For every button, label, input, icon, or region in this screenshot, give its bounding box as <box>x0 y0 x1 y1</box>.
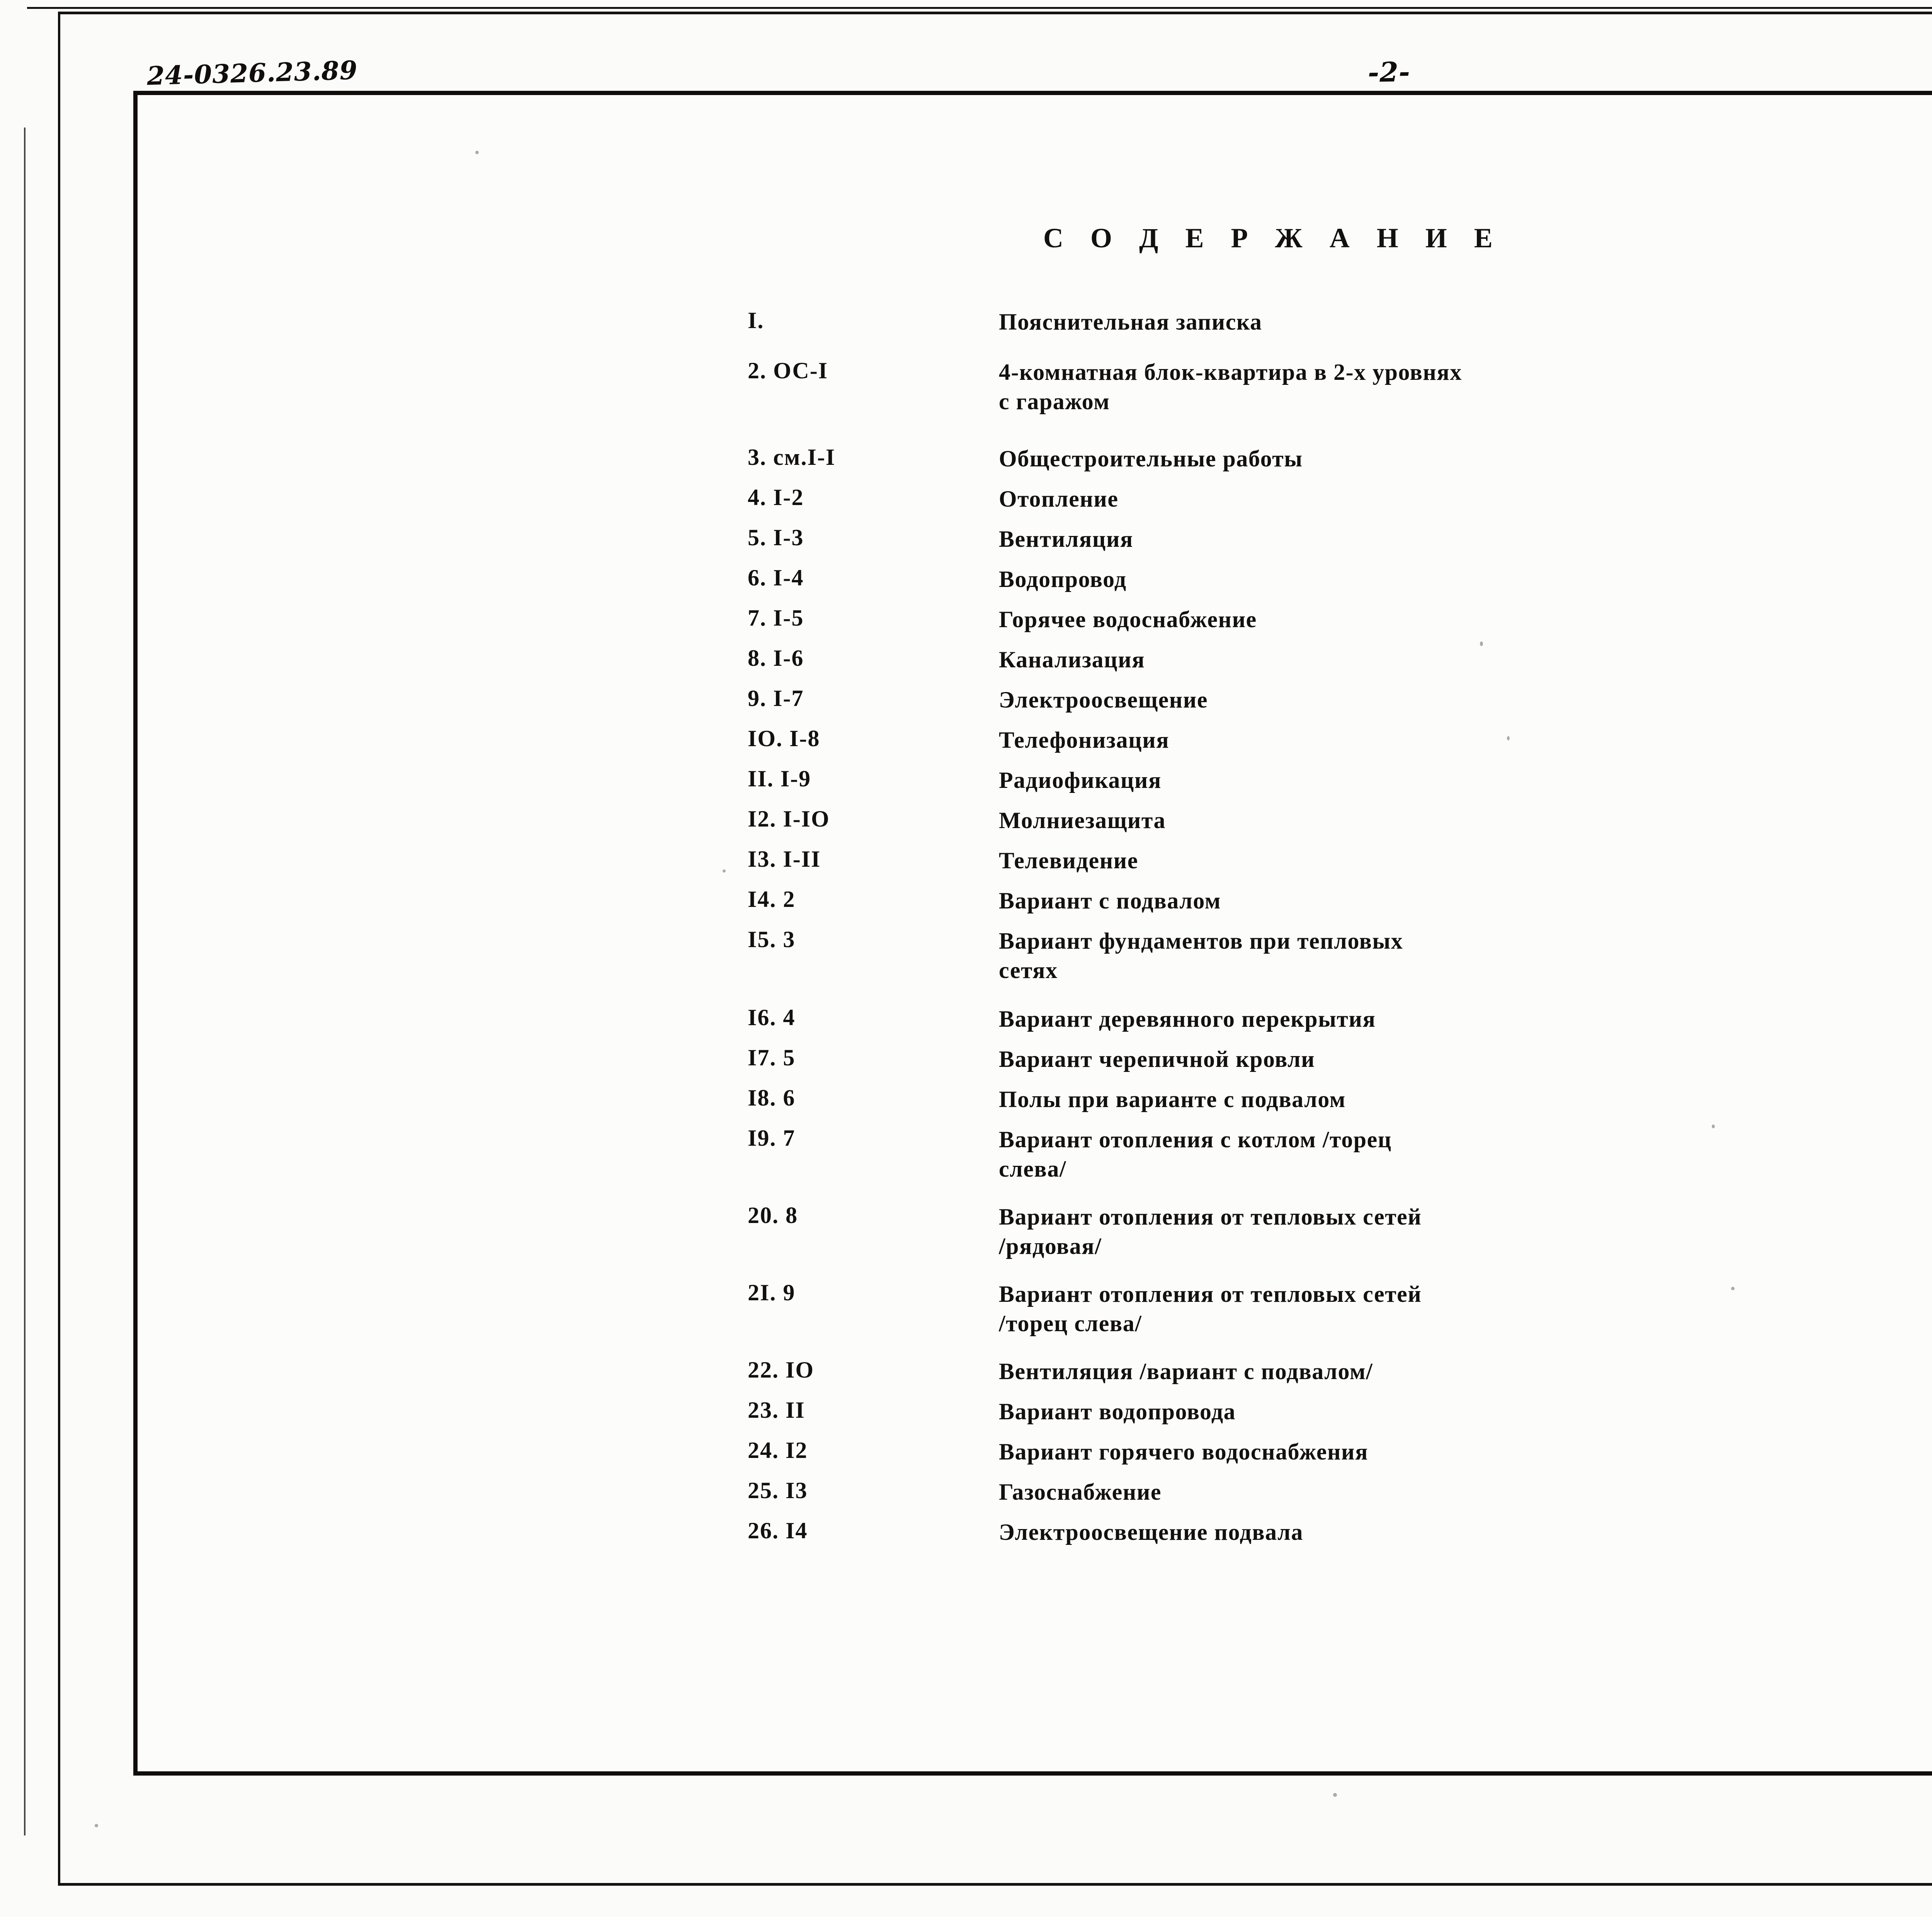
toc-item-number: I. <box>748 308 764 333</box>
toc-item-number: 3. см.I-I <box>748 444 836 470</box>
table-row: 9. I-7Электроосвещение44 <box>748 685 1932 725</box>
page-number-marker: -2- <box>1367 56 1411 88</box>
table-of-contents: I.Пояснительная записка32. ОС-I4-комнатн… <box>748 307 1932 1558</box>
toc-item-title: Вариант черепичной кровли <box>999 1046 1315 1072</box>
toc-item-number: 23. II <box>748 1397 805 1423</box>
table-row: 4. I-2Отопление29 <box>748 484 1932 524</box>
table-row: I3. I-IIТелевидение57 <box>748 846 1932 886</box>
toc-item-number: I3. I-II <box>748 846 821 872</box>
table-row: 6. I-4Водопровод35 <box>748 565 1932 605</box>
toc-item-number: 26. I4 <box>748 1518 808 1543</box>
toc-item-title: Вентиляция /вариант с подвалом/ <box>999 1359 1373 1384</box>
binding-edge-rule <box>24 128 26 1835</box>
toc-item-number: 9. I-7 <box>748 685 804 711</box>
toc-item-number: I9. 7 <box>748 1125 796 1151</box>
toc-item-title: Горячее водоснабжение <box>999 607 1257 632</box>
toc-item-number: 2. ОС-I <box>748 358 828 383</box>
toc-item-title: Вариант отопления от тепловых сетей /ряд… <box>999 1204 1422 1259</box>
scan-speck <box>1731 1287 1735 1290</box>
drawing-frame <box>133 91 1932 1776</box>
table-row: IO. I-8Телефонизация50 <box>748 725 1932 765</box>
toc-item-number: 6. I-4 <box>748 565 804 590</box>
toc-item-title: Отопление <box>999 486 1119 512</box>
table-row: 5. I-3Вентиляция33 <box>748 524 1932 565</box>
toc-item-number: 25. I3 <box>748 1478 808 1503</box>
toc-item-number: 22. IO <box>748 1357 815 1383</box>
table-row: I5. 3 Вариант фундаментов при тепловых се… <box>748 926 1932 1004</box>
toc-item-number: 5. I-3 <box>748 525 804 550</box>
toc-item-title: Вентиляция <box>999 526 1133 552</box>
toc-item-title: Вариант отопления от тепловых сетей /тор… <box>999 1281 1422 1336</box>
toc-item-number: 7. I-5 <box>748 605 804 631</box>
toc-item-title: Вариант с подвалом <box>999 888 1221 913</box>
toc-item-number: 2I. 9 <box>748 1280 796 1305</box>
table-row: I.Пояснительная записка3 <box>748 307 1932 357</box>
table-row: 20. 8 Вариант отопления от тепловых сетей… <box>748 1202 1932 1279</box>
toc-item-title: Полы при варианте с подвалом <box>999 1087 1346 1112</box>
scan-speck <box>723 869 726 873</box>
toc-item-title: Радиофикация <box>999 767 1162 793</box>
toc-item-number: I5. 3 <box>748 927 796 952</box>
toc-item-title: Общестроительные работы <box>999 446 1303 471</box>
toc-item-title: Телевидение <box>999 848 1138 873</box>
sheet-top-edge-rule <box>27 7 1932 9</box>
outer-sheet-frame <box>58 12 1932 1886</box>
scan-speck <box>1507 736 1510 740</box>
toc-item-title: Водопровод <box>999 566 1127 592</box>
table-row: 25. I3Газоснабжение100 <box>748 1477 1932 1517</box>
table-row: II. I-9Радиофикация52 <box>748 765 1932 806</box>
toc-item-number: I8. 6 <box>748 1085 796 1111</box>
toc-item-title: Канализация <box>999 647 1145 672</box>
toc-item-title: Электроосвещение подвала <box>999 1519 1303 1545</box>
toc-item-title: Вариант фундаментов при тепловых сетях <box>999 928 1403 983</box>
table-row: 2. ОС-I 4-комнатная блок-квартира в 2-х у… <box>748 357 1932 444</box>
toc-item-title: Пояснительная записка <box>999 309 1262 335</box>
toc-item-number: I4. 2 <box>748 886 796 912</box>
archive-code-annotation: 24-0326.23.89 <box>146 55 358 91</box>
scan-speck <box>1036 1140 1038 1143</box>
scan-speck <box>1712 1124 1715 1128</box>
toc-item-number: IO. I-8 <box>748 726 820 751</box>
toc-item-number: 4. I-2 <box>748 485 804 510</box>
toc-item-number: I2. I-IO <box>748 806 830 832</box>
toc-item-title: Вариант водопровода <box>999 1399 1236 1424</box>
toc-item-number: 8. I-6 <box>748 645 804 671</box>
scan-speck <box>475 151 479 154</box>
toc-item-title: Вариант горячего водоснабжения <box>999 1439 1369 1465</box>
scan-speck <box>1333 1793 1337 1797</box>
scan-speck <box>1480 641 1483 646</box>
toc-item-title: 4-комнатная блок-квартира в 2-х уровнях … <box>999 359 1462 414</box>
table-row: I9. 7 Вариант отопления с котлом /торец с… <box>748 1125 1932 1202</box>
table-row: 8. I-6Канализация41 <box>748 645 1932 685</box>
toc-item-number: I6. 4 <box>748 1005 796 1030</box>
toc-item-title: Телефонизация <box>999 727 1170 753</box>
table-row: 2I. 9 Вариант отопления от тепловых сетей… <box>748 1279 1932 1357</box>
toc-item-title: Газоснабжение <box>999 1479 1162 1505</box>
toc-item-number: 20. 8 <box>748 1203 798 1228</box>
toc-item-title: Электроосвещение <box>999 687 1208 713</box>
toc-item-title: Вариант деревянного перекрытия <box>999 1006 1376 1032</box>
toc-item-number: I7. 5 <box>748 1045 796 1070</box>
toc-item-title: Вариант отопления с котлом /торец слева/ <box>999 1127 1392 1182</box>
toc-item-title: Молниезащита <box>999 808 1166 833</box>
toc-item-number: II. I-9 <box>748 766 811 791</box>
toc-item-number: 24. I2 <box>748 1437 808 1463</box>
page-title: С О Д Е Р Ж А Н И Е <box>1043 223 1503 253</box>
scan-speck <box>95 1824 98 1827</box>
table-row: I2. I-IOМолниезащита55 <box>748 806 1932 846</box>
